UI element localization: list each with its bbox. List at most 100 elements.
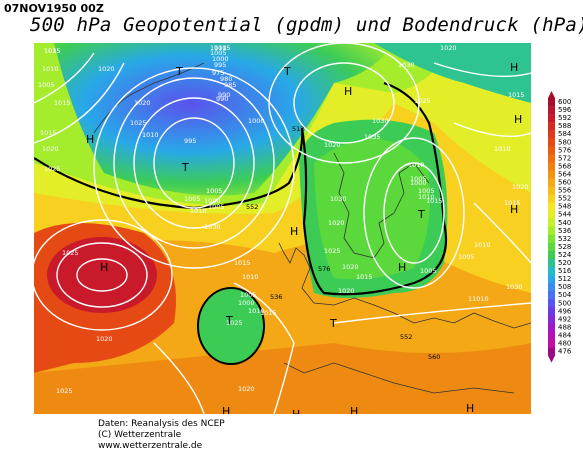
low-southwest [197, 287, 265, 365]
legend-swatch [548, 186, 555, 195]
isobar-label: 1020 [342, 263, 359, 271]
high-pressure-marker: H [514, 113, 522, 126]
low-pressure-marker: T [417, 208, 425, 221]
legend-label: 556 [558, 187, 572, 195]
isobar-label: 985 [224, 81, 236, 89]
high-pressure-marker: H [292, 408, 300, 414]
legend-swatch [548, 122, 555, 131]
legend-label: 548 [558, 203, 571, 211]
isobar-label: 1010 [494, 145, 511, 153]
legend-swatch [548, 315, 555, 324]
data-credits: Daten: Reanalysis des NCEP (C) Wetterzen… [98, 419, 225, 452]
coastline-south [278, 242, 531, 329]
legend-label: 500 [558, 299, 571, 307]
legend-label: 576 [558, 146, 572, 154]
isobar-label: 1010 [42, 65, 59, 73]
legend-label: 496 [558, 307, 572, 315]
isobar-label: 1005 [420, 267, 437, 275]
legend-label: 588 [558, 122, 571, 130]
isobar-label: 1025 [56, 387, 73, 395]
legend-swatch [548, 275, 555, 284]
low-pressure-marker: T [283, 65, 291, 78]
isobar-label: 1020 [98, 65, 115, 73]
legend-label: 516 [558, 267, 572, 275]
legend-label: 492 [558, 315, 571, 323]
high-pressure-marker: H [100, 261, 108, 274]
legend-label: 572 [558, 154, 571, 162]
isobar-label: 1010 [418, 193, 435, 201]
legend-swatch [548, 331, 555, 340]
isobar-label: 1000 [238, 299, 255, 307]
isobar-label: 1030 [398, 61, 415, 69]
weather-map: HHHHHHHHHHHHTTTTTT1015101010051015102010… [34, 43, 531, 414]
legend-label: 584 [558, 130, 572, 138]
isobar-label: 1010 [142, 131, 159, 139]
isobar-label: 1015 [234, 259, 251, 267]
isobar-label: 1025 [324, 247, 341, 255]
low-pressure-marker: T [181, 161, 189, 174]
isobar-label: 1000 [212, 55, 229, 63]
isobar-label: 1015 [356, 273, 373, 281]
legend-swatch [548, 267, 555, 276]
isobar-label: 1000 [410, 179, 427, 187]
isobar-label: 1020 [96, 335, 113, 343]
coastline-mediterranean [283, 362, 515, 394]
legend-swatch [548, 98, 555, 107]
coastline-iceland [93, 62, 205, 134]
ne-region [374, 43, 531, 103]
isobar-label: 1015 [54, 99, 71, 107]
isobar-label: 1030 [506, 283, 523, 291]
legend-label: 568 [558, 162, 571, 170]
legend-label: 488 [558, 323, 571, 331]
legend-swatch [548, 178, 555, 187]
trough-core [314, 138, 430, 280]
isobar-label: 1010 [190, 207, 207, 215]
isobar-label: 1005 [418, 187, 435, 195]
isobar-label: 1015 [40, 129, 57, 137]
legend-swatch [548, 307, 555, 316]
map-title: 500 hPa Geopotential (gpdm) und Bodendru… [30, 14, 583, 36]
isobar-label: 1015 [214, 44, 231, 52]
isohypse-label: 512 [292, 125, 304, 133]
legend-label: 524 [558, 251, 572, 259]
high-pressure-marker: H [398, 261, 406, 274]
legend-swatch [548, 154, 555, 163]
legend-swatch [548, 339, 555, 348]
isobar-label: 1005 [410, 175, 427, 183]
legend-label: 592 [558, 114, 571, 122]
legend-swatch [548, 210, 555, 220]
isobar-label: 1025 [44, 165, 61, 173]
isobar-label: 1010 [210, 44, 227, 52]
legend-swatch [548, 194, 555, 203]
isobar-label: 990 [218, 91, 230, 99]
isobar-label: 990 [216, 95, 228, 103]
legend-swatch [548, 226, 555, 236]
high-pressure-marker: H [510, 61, 518, 74]
isobar-label: 1010 [248, 307, 265, 315]
legend-swatch [548, 234, 555, 244]
isobar-label: 1010 [408, 161, 425, 169]
isobar-label: 1000 [204, 197, 221, 205]
legend-swatch [548, 347, 555, 356]
legend-label: 596 [558, 106, 572, 114]
legend-swatch [548, 138, 555, 147]
legend-arrow-bottom [548, 355, 555, 363]
isobar-label: 995 [214, 61, 226, 69]
credit-line: (C) Wetterzentrale [98, 430, 182, 440]
credit-line: Daten: Reanalysis des NCEP [98, 419, 225, 429]
isobar-label: 1010 [474, 241, 491, 249]
isobar-label: 1020 [512, 183, 529, 191]
isobar-label: 1015 [260, 309, 277, 317]
legend-swatch [548, 323, 555, 332]
legend-swatch [548, 250, 555, 260]
credit-line: www.wetterzentrale.de [98, 441, 203, 451]
isobar-label: 1020 [134, 99, 151, 107]
isobar-label: 11010 [468, 295, 489, 303]
weather-map-svg: HHHHHHHHHHHHTTTTTT1015101010051015102010… [34, 43, 531, 414]
isobar-label: 1025 [62, 249, 79, 257]
isobar-label: 1015 [504, 199, 521, 207]
isobar-label: 1005 [38, 81, 55, 89]
legend-swatch [548, 202, 555, 211]
isobar-label: 1020 [328, 219, 345, 227]
isobar-label: 1035 [44, 47, 61, 55]
